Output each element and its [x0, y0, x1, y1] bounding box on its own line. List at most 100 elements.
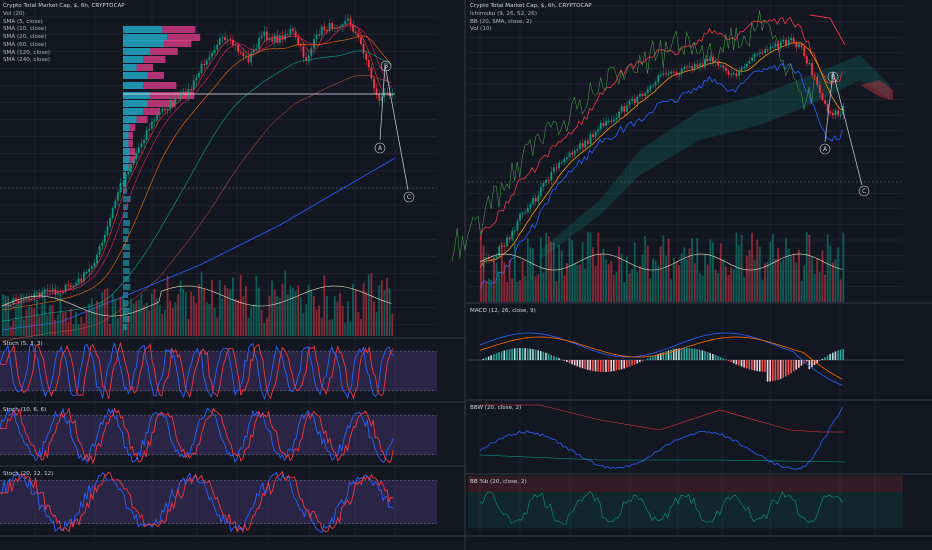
right-chart-title: Crypto Total Market Cap, $, 6h, CRYPTOCA… [470, 3, 592, 9]
left-legend-item[interactable]: SMA (5, close) [3, 18, 43, 25]
volume-profile-bar [167, 34, 201, 41]
macd-histogram-bar [607, 360, 610, 372]
right-candle [529, 204, 532, 208]
left-volume-bar [284, 270, 287, 336]
left-candle [245, 55, 247, 57]
macd-histogram-bar [545, 352, 547, 360]
right-volume-bar [688, 248, 691, 302]
macd-histogram-bar [675, 348, 678, 360]
left-chart-title: Crypto Total Market Cap, $, 6h, CRYPTOCA… [3, 3, 125, 9]
macd-histogram-bar [534, 349, 537, 360]
left-volume-bar [352, 283, 354, 336]
left-legend-item[interactable]: Vol (20) [3, 11, 25, 17]
left-volume-bar [35, 299, 38, 336]
macd-histogram-bar [766, 360, 769, 382]
macd-histogram-bar [615, 360, 618, 371]
right-candle [766, 49, 769, 51]
left-candle [331, 23, 334, 29]
right-candle [717, 60, 720, 66]
wave-label-circle [858, 185, 870, 197]
right-candle [683, 66, 686, 69]
left-candle [265, 31, 268, 40]
left-volume-bar [135, 300, 138, 336]
macd-histogram-bar [526, 348, 529, 360]
macd-histogram-bar [680, 348, 683, 360]
left-volume-bar [119, 296, 122, 336]
left-legend-item[interactable]: SMA (20, close) [3, 34, 47, 41]
right-candle [818, 84, 821, 93]
right-candle [769, 46, 772, 50]
volume-profile-bar [123, 260, 130, 266]
left-volume-bar [245, 285, 247, 336]
left-candle [161, 108, 164, 112]
left-volume-bar [357, 312, 360, 336]
volume-profile-bar [123, 100, 148, 107]
right-macd-title: MACD (12, 26, close, 9) [470, 308, 536, 314]
left-candle [179, 94, 182, 98]
left-volume-bar [299, 297, 302, 336]
left-volume-bar [224, 285, 226, 336]
right-volume-bar [560, 250, 563, 302]
right-legend-item[interactable]: BB (20, SMA, close, 2) [470, 18, 532, 25]
macd-histogram-bar [573, 360, 576, 366]
right-candle [571, 152, 574, 155]
volume-profile-bar [123, 92, 151, 99]
left-volume-ma [1, 285, 392, 317]
macd-histogram-bar [696, 349, 698, 360]
volume-profile-bar [123, 180, 126, 187]
right-candle [670, 71, 673, 74]
right-volume-bar [675, 261, 678, 302]
left-candle [271, 38, 273, 42]
left-volume-bar [362, 283, 365, 336]
right-candle [795, 43, 798, 48]
macd-histogram-bar [610, 360, 612, 372]
left-legend-item[interactable]: SMA (120, close) [3, 49, 50, 56]
macd-histogram-bar [683, 348, 685, 360]
macd-histogram-bar [571, 360, 573, 365]
left-legend-item[interactable]: SMA (60, close) [3, 41, 47, 48]
right-candle [777, 43, 780, 48]
right-volume-bar [769, 241, 772, 302]
volume-profile-bar [143, 82, 177, 89]
right-volume-bar [709, 239, 712, 302]
volume-profile-bar [123, 108, 144, 115]
right-volume-bar [493, 258, 495, 302]
right-volume-bar [790, 256, 793, 302]
left-volume-bar [38, 316, 41, 336]
left-candle [148, 128, 151, 131]
right-legend-item[interactable]: Vol (10) [470, 26, 492, 33]
right-candle [772, 46, 774, 48]
right-volume-bar [712, 242, 714, 302]
left-candle [218, 38, 221, 45]
left-volume-bar [93, 308, 96, 336]
left-volume-bar [203, 288, 206, 336]
right-candle [519, 213, 521, 221]
left-volume-bar [315, 309, 318, 336]
right-volume-bar [821, 250, 824, 302]
left-candle [294, 31, 297, 37]
right-volume-bar [563, 275, 566, 302]
left-candle [9, 304, 12, 307]
right-candle [834, 110, 837, 116]
volume-profile-bar [123, 124, 130, 131]
left-legend-item[interactable]: SMA (240, close) [3, 57, 50, 64]
macd-histogram-bar [654, 355, 657, 360]
left-legend-item[interactable]: SMA (10, close) [3, 26, 47, 33]
volume-profile-bar [128, 132, 133, 139]
macd-histogram-bar [599, 360, 602, 372]
right-candle [662, 73, 665, 75]
right-bbw-title: BBW (20, close, 2) [470, 405, 522, 411]
right-candle [680, 68, 683, 74]
right-volume-bar [813, 273, 816, 302]
left-volume-bar [250, 307, 253, 336]
left-volume-bar [312, 295, 315, 336]
right-candle [612, 119, 615, 122]
left-volume-bar [187, 318, 190, 336]
right-volume-bar [795, 262, 798, 302]
left-volume-bar [386, 277, 388, 336]
right-candle [735, 73, 738, 77]
right-candle [508, 237, 511, 240]
right-legend-item[interactable]: Ichimoku (9, 26, 52, 26) [470, 11, 538, 17]
left-volume-bar [177, 294, 179, 336]
